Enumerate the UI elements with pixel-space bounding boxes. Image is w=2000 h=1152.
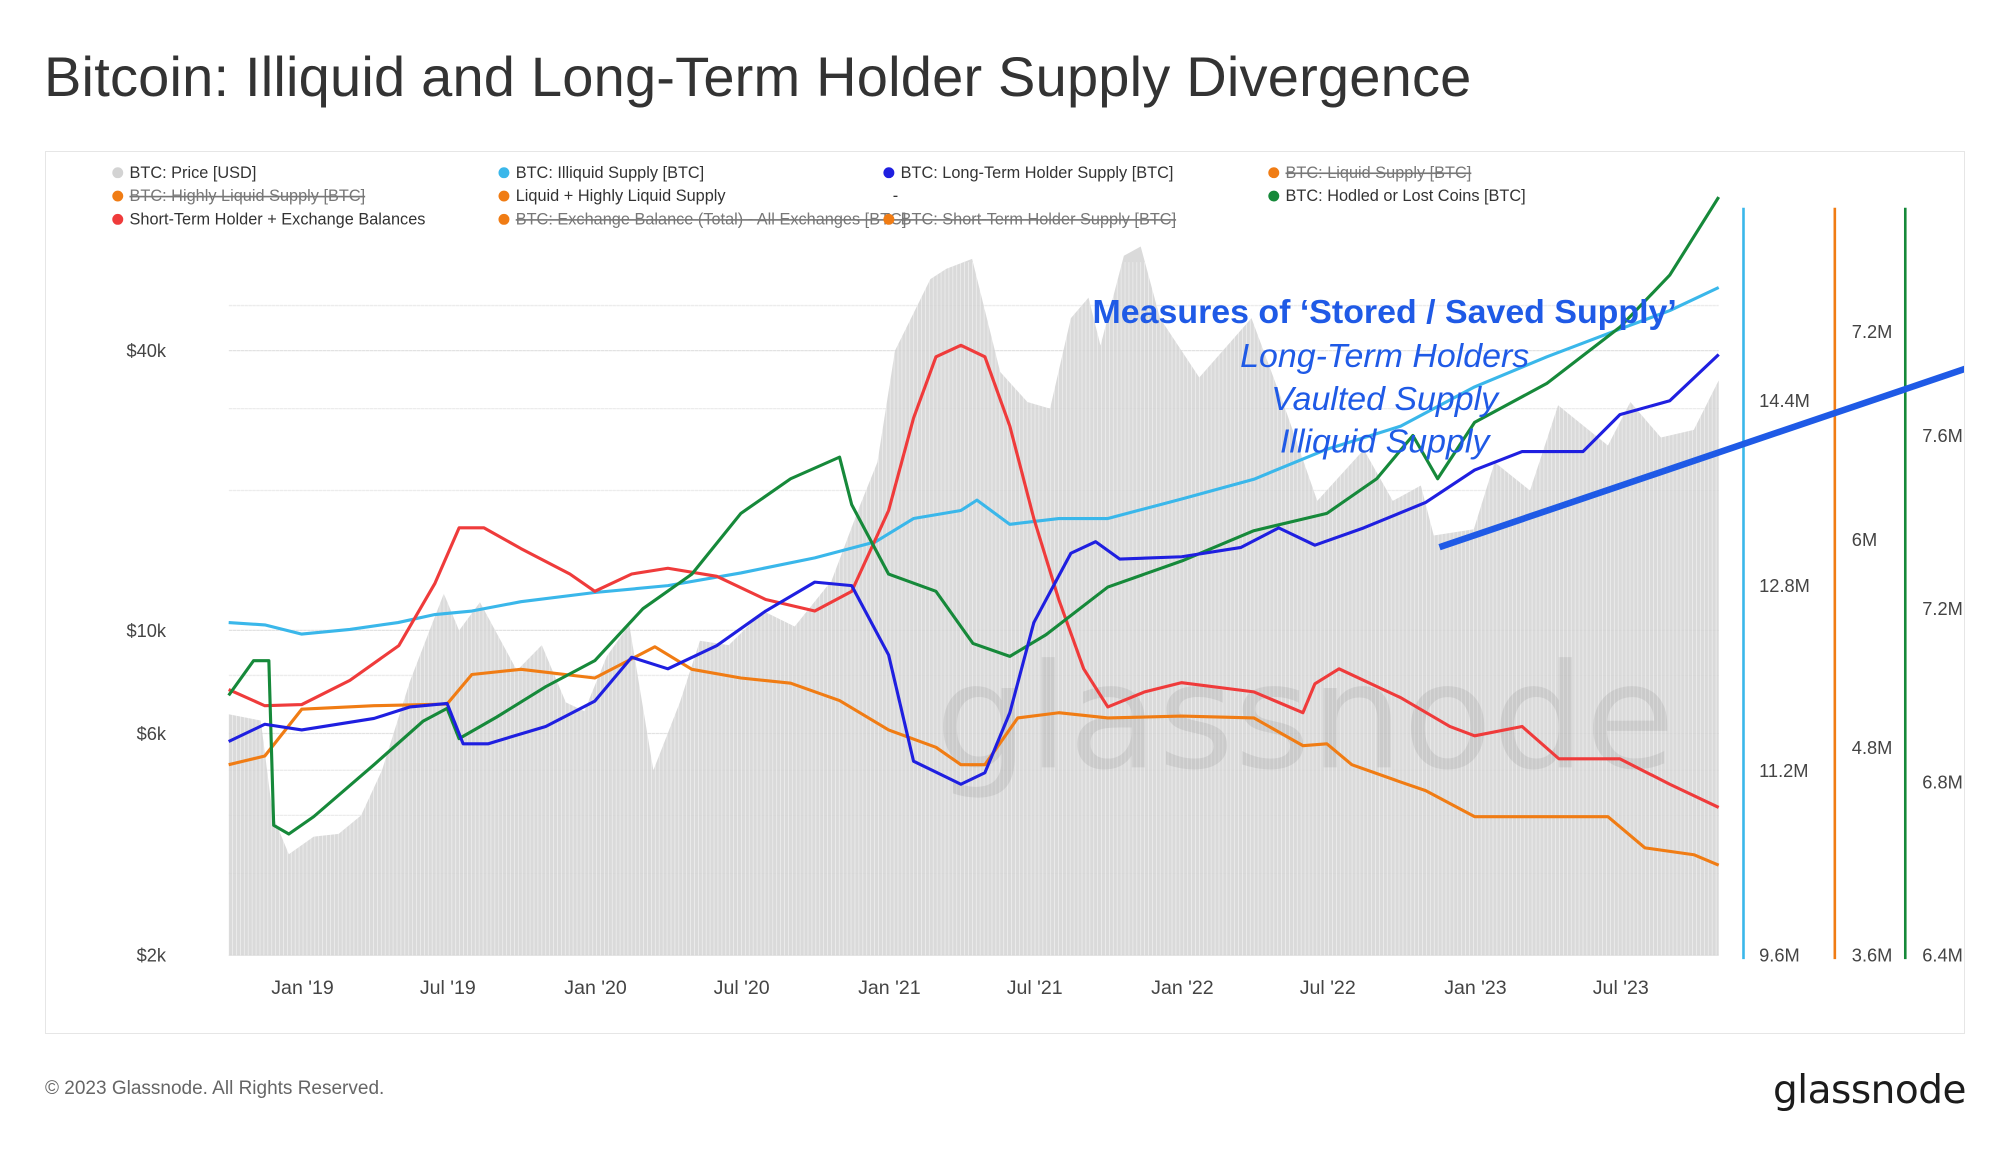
x-tick-label: Jan '22 xyxy=(1151,977,1214,999)
y-axis-supply-orange-tick: 3.6M xyxy=(1852,946,1893,966)
legend-item-btc-illiquid-supply-btc[interactable]: BTC: Illiquid Supply [BTC] xyxy=(498,164,704,182)
y-axis-supply-orange-tick: 7.2M xyxy=(1852,322,1893,342)
legend-swatch xyxy=(112,167,124,179)
y-axis-supply-blue-tick: 9.6M xyxy=(1759,946,1800,966)
footer-brand-logo: glassnode xyxy=(1773,1068,1966,1113)
legend-swatch xyxy=(498,167,510,179)
chart-svg: BTC: Price [USD] BTC: Illiquid Supply [BT… xyxy=(112,164,1964,999)
legend-swatch xyxy=(883,213,895,225)
legend-swatch xyxy=(883,167,895,179)
legend-item-btc-short-term-holder-supply-btc[interactable]: BTC: Short-Term Holder Supply [BTC] xyxy=(883,211,1176,229)
y-axis-supply-blue-tick: 11.2M xyxy=(1759,761,1808,781)
x-tick-label: Jul '23 xyxy=(1593,977,1649,999)
legend-swatch xyxy=(498,213,510,225)
annotation-line-illiquid-supply: Illiquid Supply xyxy=(1280,423,1491,461)
y-tick-price: $40k xyxy=(126,341,166,361)
y-tick-price: $2k xyxy=(137,946,167,966)
y-axis-supply-orange-tick: 4.8M xyxy=(1852,738,1893,758)
footer-copyright: © 2023 Glassnode. All Rights Reserved. xyxy=(45,1078,385,1099)
legend-swatch xyxy=(1268,190,1280,202)
legend-item-blank[interactable]: - xyxy=(893,187,898,205)
legend-swatch xyxy=(112,190,124,202)
legend-label: BTC: Highly Liquid Supply [BTC] xyxy=(130,187,366,205)
legend-swatch xyxy=(1268,167,1280,179)
series-area-btc-price-usd xyxy=(228,246,1719,956)
legend-label: BTC: Illiquid Supply [BTC] xyxy=(516,164,705,182)
price-area-layer xyxy=(228,246,1719,956)
series-line-short-term-holder-exchange-balances xyxy=(228,343,1720,809)
page-title: Bitcoin: Illiquid and Long-Term Holder S… xyxy=(44,45,1472,108)
annotation-arrow xyxy=(1438,365,1964,551)
x-tick-label: Jan '21 xyxy=(858,977,921,999)
y-axis-supply-green-tick: 7.6M xyxy=(1922,426,1963,446)
watermark: glassnode xyxy=(935,634,1675,802)
y-axis-supply-blue-tick: 14.4M xyxy=(1759,391,1810,411)
legend-label: BTC: Hodled or Lost Coins [BTC] xyxy=(1286,187,1526,205)
annotation: Measures of ‘Stored / Saved Supply’ Long… xyxy=(1093,293,1964,551)
y-tick-price: $6k xyxy=(137,724,167,744)
y-axis-supply-blue-tick: 12.8M xyxy=(1759,576,1810,596)
x-tick-label: Jul '22 xyxy=(1300,977,1356,999)
legend-item-btc-exchange-balance-total-all-exchanges-btc[interactable]: BTC: Exchange Balance (Total) - All Exch… xyxy=(498,211,906,229)
legend-label: Short-Term Holder + Exchange Balances xyxy=(130,211,426,229)
legend-item-btc-hodled-or-lost-coins-btc[interactable]: BTC: Hodled or Lost Coins [BTC] xyxy=(1268,187,1526,205)
legend-label: BTC: Liquid Supply [BTC] xyxy=(1286,164,1472,182)
legend: BTC: Price [USD] BTC: Illiquid Supply [BT… xyxy=(112,164,1526,229)
legend-label: - xyxy=(893,187,898,205)
x-tick-label: Jan '23 xyxy=(1444,977,1507,999)
y-axis-supply-green-tick: 7.2M xyxy=(1922,599,1963,619)
x-tick-label: Jan '19 xyxy=(271,977,334,999)
legend-label: BTC: Long-Term Holder Supply [BTC] xyxy=(901,164,1174,182)
legend-label: Liquid + Highly Liquid Supply xyxy=(516,187,727,205)
legend-item-short-term-holder-exchange-balances[interactable]: Short-Term Holder + Exchange Balances xyxy=(112,211,425,229)
legend-label: BTC: Exchange Balance (Total) - All Exch… xyxy=(516,211,907,229)
chart-panel: BTC: Price [USD] BTC: Illiquid Supply [BT… xyxy=(45,151,1965,1034)
y-axis-supply-green-tick: 6.4M xyxy=(1922,946,1963,966)
annotation-line-long-term-holders: Long-Term Holders xyxy=(1240,337,1529,375)
annotation-title: Measures of ‘Stored / Saved Supply’ xyxy=(1093,293,1677,331)
x-tick-label: Jul '20 xyxy=(714,977,770,999)
y-axis-supply-orange-tick: 6M xyxy=(1852,530,1877,550)
annotation-line-vaulted-supply: Vaulted Supply xyxy=(1271,380,1500,418)
axes-layer: $2k $6k $10k $40k 9.6M 11.2M 12.8M 14.4M 3.6M 4.8… xyxy=(126,207,1963,999)
y-tick-price: $10k xyxy=(126,621,166,641)
legend-swatch xyxy=(498,190,510,202)
legend-item-liquid-highly-liquid-supply[interactable]: Liquid + Highly Liquid Supply xyxy=(498,187,726,205)
series-line-liquid-highly-liquid-supply xyxy=(228,645,1720,867)
series-line-btc-long-term-holder-supply-btc xyxy=(227,353,1720,786)
legend-item-btc-price-usd[interactable]: BTC: Price [USD] xyxy=(112,164,256,182)
legend-label: BTC: Price [USD] xyxy=(130,164,257,182)
legend-item-btc-highly-liquid-supply-btc[interactable]: BTC: Highly Liquid Supply [BTC] xyxy=(112,187,365,205)
legend-swatch xyxy=(112,213,124,225)
x-tick-label: Jul '19 xyxy=(420,977,476,999)
series-line-btc-hodled-or-lost-coins-btc xyxy=(227,196,1721,836)
legend-item-btc-long-term-holder-supply-btc[interactable]: BTC: Long-Term Holder Supply [BTC] xyxy=(883,164,1173,182)
series-line-btc-illiquid-supply-btc xyxy=(228,286,1720,636)
legend-label: BTC: Short-Term Holder Supply [BTC] xyxy=(901,211,1176,229)
legend-item-btc-liquid-supply-btc[interactable]: BTC: Liquid Supply [BTC] xyxy=(1268,164,1471,182)
x-tick-label: Jul '21 xyxy=(1007,977,1063,999)
series-layer xyxy=(227,196,1721,867)
x-tick-label: Jan '20 xyxy=(564,977,627,999)
y-axis-supply-green-tick: 6.8M xyxy=(1922,773,1963,793)
